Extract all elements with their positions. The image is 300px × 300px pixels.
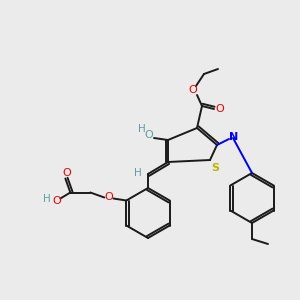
Text: O: O xyxy=(216,104,224,114)
Text: O: O xyxy=(145,130,153,140)
Text: H: H xyxy=(44,194,51,205)
Text: S: S xyxy=(211,163,219,173)
Text: O: O xyxy=(104,193,113,202)
Text: O: O xyxy=(189,85,197,95)
Text: O: O xyxy=(52,196,61,206)
Text: N: N xyxy=(230,132,238,142)
Text: H: H xyxy=(138,124,146,134)
Text: H: H xyxy=(134,168,142,178)
Text: O: O xyxy=(62,169,71,178)
